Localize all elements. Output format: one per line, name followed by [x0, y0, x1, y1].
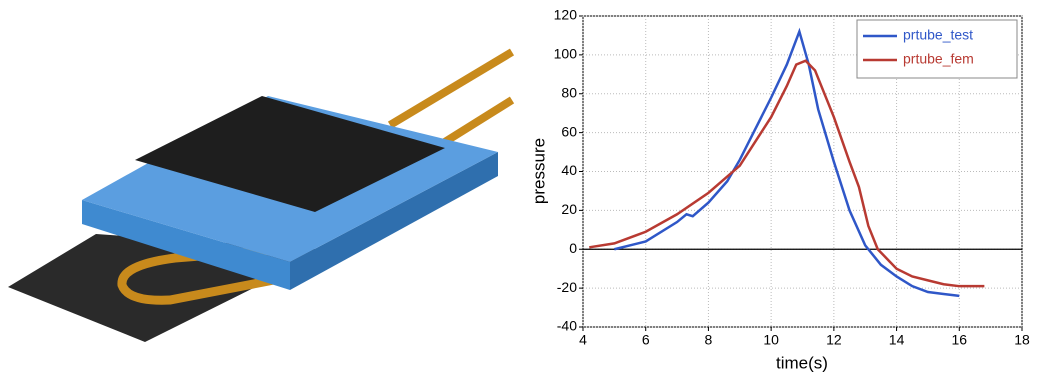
page: time(s) pressure -40 -20 0 20 40 60 80 100 120 4 6…	[0, 0, 1039, 377]
tube	[440, 100, 512, 145]
y-tick-label: 40	[561, 162, 577, 178]
legend-label: prtube_test	[903, 27, 973, 43]
y-tick-label: -20	[557, 279, 577, 295]
x-tick-label: 10	[763, 332, 779, 348]
y-tick-label: 0	[569, 240, 577, 256]
y-tick-label: 20	[561, 201, 577, 217]
x-axis-label: time(s)	[776, 353, 828, 372]
x-tick-label: 18	[1014, 332, 1030, 348]
x-tick-label: 14	[889, 332, 905, 348]
x-tick-label: 12	[826, 332, 842, 348]
render-illustration	[8, 52, 512, 342]
y-tick-label: -40	[557, 318, 577, 334]
x-tick-label: 6	[642, 332, 650, 348]
y-tick-label: 80	[561, 84, 577, 100]
y-tick-label: 120	[554, 7, 578, 23]
x-tick-label: 8	[705, 332, 713, 348]
x-tick-label: 16	[951, 332, 967, 348]
x-tick-label: 4	[579, 332, 587, 348]
legend-label: prtube_fem	[903, 51, 974, 67]
y-tick-label: 100	[554, 46, 578, 62]
y-axis-label: pressure	[529, 138, 548, 204]
line-series	[589, 61, 984, 286]
y-tick-label: 60	[561, 123, 577, 139]
